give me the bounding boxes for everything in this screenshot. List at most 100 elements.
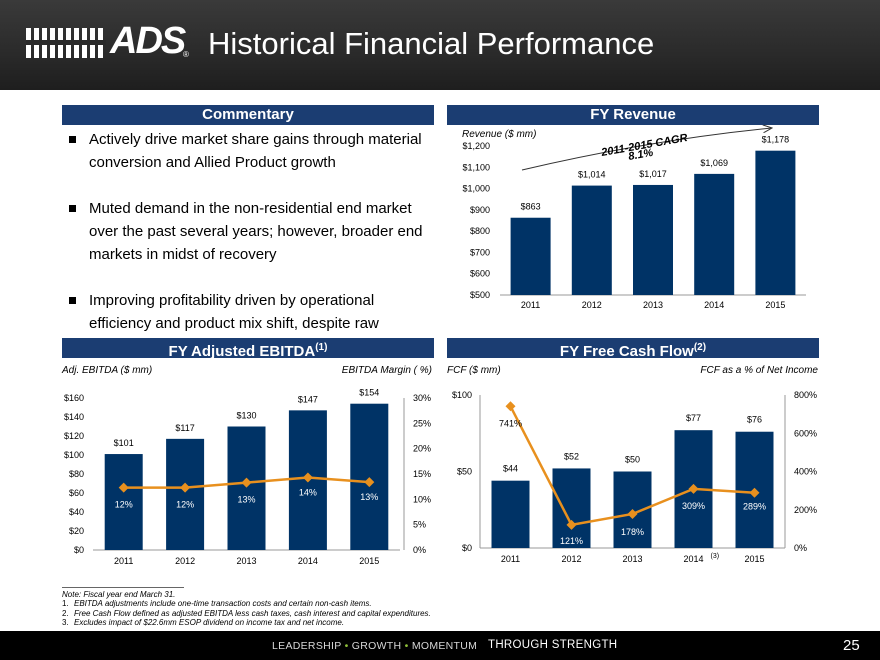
y-axis-label: Revenue ($ mm) — [462, 129, 536, 140]
ebitda-value-label: $130 — [236, 411, 256, 421]
footnote-note: Note: Fiscal year end March 31. — [62, 590, 176, 599]
revenue-chart: Revenue ($ mm) $500 $600 $700 $800 $900 $1,000… — [462, 128, 806, 310]
y2-axis-label: EBITDA Margin ( %) — [342, 365, 432, 376]
y-tick-label: $160 — [64, 393, 84, 403]
footnote-3: 3. Excludes impact of $22.6mm ESOP divide… — [62, 618, 662, 627]
ads-logo: ADS ® — [26, 20, 189, 66]
y-tick-label: $1,200 — [462, 141, 490, 151]
y-tick-label: $500 — [470, 290, 490, 300]
slide-footer: LEADERSHIP • GROWTH • MOMENTUM THROUGH S… — [0, 631, 880, 660]
footnotes: Note: Fiscal year end March 31. 1. EBITDA… — [62, 590, 662, 627]
fcf-bar — [552, 468, 591, 548]
footnote-text: EBITDA adjustments include one-time tran… — [74, 599, 372, 609]
fcf-chart: FCF ($ mm) FCF as a % of Net Income $0 $50 $… — [447, 365, 818, 564]
y-tick-label: $700 — [470, 247, 490, 257]
y2-axis-label: FCF as a % of Net Income — [700, 365, 818, 376]
margin-value-label: 13% — [360, 492, 378, 502]
y-tick-label: $1,000 — [462, 184, 490, 194]
ebitda-value-label: $154 — [359, 388, 379, 398]
slide-header: ADS ® Historical Financial Performance — [0, 0, 880, 90]
fcf-pct-marker — [505, 401, 516, 412]
x-tick-label: 2013 — [622, 554, 642, 564]
margin-value-label: 12% — [115, 500, 133, 510]
y-tick-label: $800 — [470, 226, 490, 236]
y-tick-label: $0 — [74, 545, 84, 555]
fcf-pct-value-label: 178% — [621, 527, 644, 537]
fcf-bar — [491, 480, 530, 548]
footer-word-leadership: LEADERSHIP — [272, 640, 342, 652]
revenue-value-label: $1,069 — [700, 158, 728, 168]
x-tick-label: 2014 — [704, 300, 724, 310]
revenue-value-label: $863 — [521, 202, 541, 212]
ebitda-value-label: $147 — [298, 394, 318, 404]
y2-tick-label: 5% — [413, 520, 426, 530]
y-tick-label: $50 — [457, 467, 472, 477]
x-tick-label: 2011 — [114, 556, 133, 566]
y2-tick-label: 10% — [413, 494, 431, 504]
x-tick-label: 2014 — [683, 554, 703, 564]
x-tick-label: 2013 — [236, 556, 256, 566]
ebitda-value-label: $101 — [114, 438, 134, 448]
y-tick-label: $900 — [470, 205, 490, 215]
y-tick-label: $0 — [462, 543, 472, 553]
y2-tick-label: 200% — [794, 505, 817, 515]
x-tick-label: 2011 — [521, 300, 540, 310]
ebitda-heading-text: FY Adjusted EBITDA — [168, 343, 316, 360]
y-tick-label: $120 — [64, 431, 84, 441]
margin-marker — [302, 472, 313, 483]
fcf-value-label: $52 — [564, 451, 579, 461]
revenue-bar — [755, 150, 796, 295]
footnote-1: 1. EBITDA adjustments include one-time tr… — [62, 599, 662, 608]
fcf-heading-text: FY Free Cash Flow — [559, 343, 694, 360]
y-tick-label: $80 — [69, 469, 84, 479]
y-tick-label: $100 — [452, 390, 472, 400]
y-tick-label: $40 — [69, 507, 84, 517]
fcf-pct-value-label: 309% — [682, 501, 705, 511]
revenue-value-label: $1,014 — [578, 170, 606, 180]
footer-separator: • — [404, 640, 409, 652]
revenue-value-label: $1,178 — [762, 135, 790, 145]
y2-tick-label: 15% — [413, 469, 431, 479]
revenue-bar — [633, 184, 673, 295]
ebitda-heading-sup: (1) — [315, 342, 328, 353]
y2-tick-label: 0% — [794, 543, 807, 553]
x-tick-label: 2015 — [765, 300, 785, 310]
fcf-value-label: $44 — [503, 464, 518, 474]
y2-tick-label: 0% — [413, 545, 426, 555]
x-tick-label: 2014 — [298, 556, 318, 566]
footnote-number: 3. — [62, 617, 69, 627]
commentary-heading: Commentary — [62, 105, 434, 125]
y-tick-label: $60 — [69, 488, 84, 498]
bullet-item: Muted demand in the non-residential end … — [62, 197, 432, 266]
margin-value-label: 13% — [237, 495, 255, 505]
y-tick-label: $140 — [64, 412, 84, 422]
ebitda-bar — [104, 454, 143, 550]
revenue-bar — [571, 185, 612, 295]
fcf-value-label: $76 — [747, 415, 762, 425]
y2-tick-label: 400% — [794, 467, 817, 477]
y2-tick-label: 20% — [413, 444, 431, 454]
footnote-text: Free Cash Flow defined as adjusted EBITD… — [74, 608, 431, 618]
fcf-pct-value-label: 121% — [560, 536, 583, 546]
ebitda-heading: FY Adjusted EBITDA(1) — [62, 338, 434, 360]
ebitda-chart: Adj. EBITDA ($ mm) EBITDA Margin ( %) $0 $2… — [61, 365, 432, 566]
fcf-heading: FY Free Cash Flow(2) — [447, 338, 819, 360]
revenue-bar — [694, 173, 735, 295]
logo-registered-mark: ® — [183, 50, 189, 59]
revenue-heading: FY Revenue — [447, 105, 819, 125]
footnote-number: 1. — [62, 599, 69, 609]
margin-marker — [118, 482, 129, 493]
margin-value-label: 14% — [299, 488, 317, 498]
footnote-text: Excludes impact of $22.6mm ESOP dividend… — [74, 617, 345, 627]
y-tick-label: $1,100 — [462, 162, 490, 172]
footnote-2: 2. Free Cash Flow defined as adjusted EBI… — [62, 609, 662, 618]
x-tick-label: 2012 — [561, 554, 581, 564]
footnote-rule — [62, 587, 184, 588]
fcf-pct-marker — [566, 519, 577, 530]
y-tick-label: $100 — [64, 450, 84, 460]
footer-word-momentum: MOMENTUM — [411, 640, 478, 652]
footer-tagline: LEADERSHIP • GROWTH • MOMENTUM — [272, 640, 477, 652]
cagr-value: 8.1% — [627, 147, 654, 163]
ebitda-bar — [350, 403, 389, 550]
